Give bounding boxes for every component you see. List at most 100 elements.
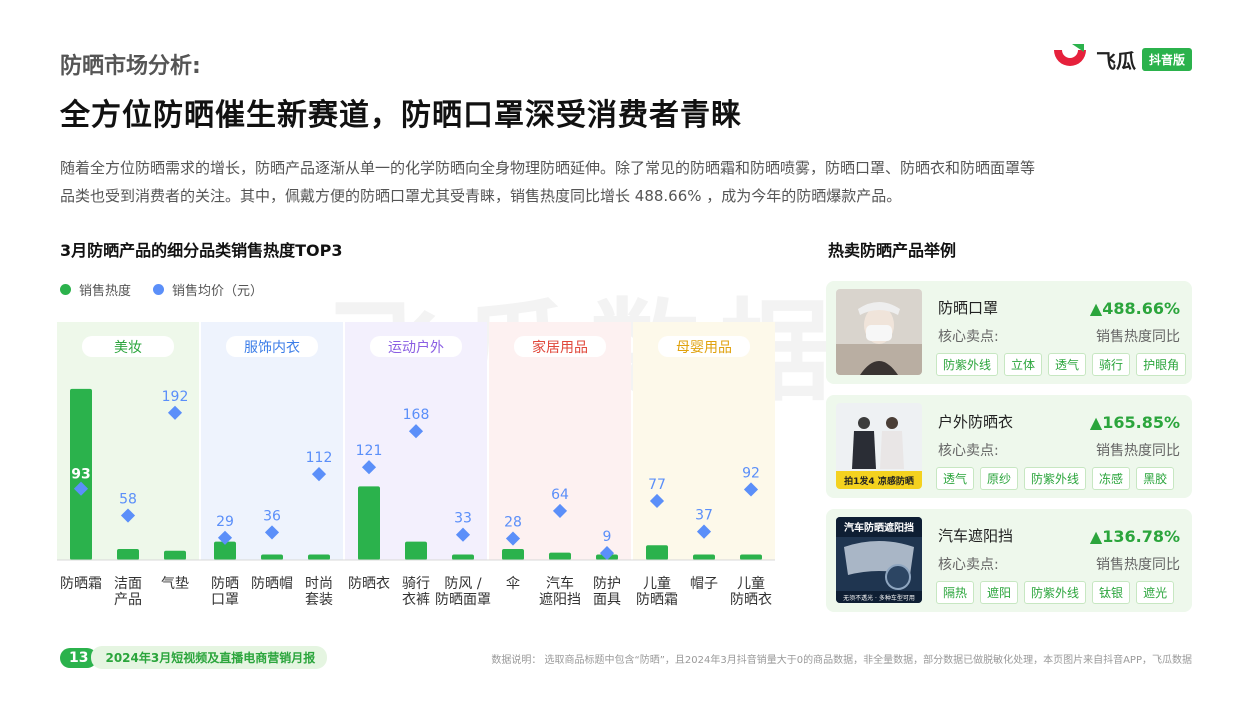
price-label: 29 xyxy=(216,514,234,530)
x-tick-label: 防晒面罩 xyxy=(435,592,491,608)
tag: 防紫外线 xyxy=(1024,467,1087,490)
x-tick-label: 儿童 xyxy=(737,575,765,592)
heat-bar xyxy=(693,554,715,560)
product-card-sunshade[interactable]: 汽车防晒遮阳挡 无须不透光 · 多种车型可用 汽车遮阳挡 ▲136.78% 核心… xyxy=(826,509,1192,612)
product-growth: ▲136.78% xyxy=(1089,527,1180,546)
tag: 防紫外线 xyxy=(1024,581,1087,604)
heat-bar xyxy=(261,554,283,560)
thumb-car-title: 汽车防晒遮阳挡 xyxy=(844,521,914,534)
category-label: 运动户外 xyxy=(388,339,444,356)
heat-bar xyxy=(70,388,92,560)
product-growth: ▲488.66% xyxy=(1089,299,1180,318)
tag: 遮光 xyxy=(1136,581,1175,604)
heat-bar xyxy=(740,554,762,560)
tag: 护眼角 xyxy=(1136,353,1187,376)
tag: 透气 xyxy=(1048,353,1087,376)
tag: 遮阳 xyxy=(980,581,1019,604)
category-pill xyxy=(82,336,174,357)
price-label: 36 xyxy=(263,508,281,524)
product-thumb-mask xyxy=(836,289,922,375)
heat-bar xyxy=(405,541,427,560)
price-point xyxy=(408,424,424,439)
price-point xyxy=(649,493,665,509)
products-title: 热卖防晒产品举例 xyxy=(828,241,957,260)
thumb-car-sub: 无须不透光 · 多种车型可用 xyxy=(843,594,915,602)
x-tick-label: 遮阳挡 xyxy=(539,592,581,608)
legend-label: 销售均价（元） xyxy=(172,284,264,299)
price-point xyxy=(264,525,280,540)
heat-bar xyxy=(502,548,524,560)
price-label: 64 xyxy=(551,487,569,503)
price-label: 168 xyxy=(403,407,430,423)
price-point xyxy=(696,524,712,539)
brand-badge: 抖音版 xyxy=(1141,47,1192,71)
category-pill xyxy=(226,336,318,357)
product-name: 户外防晒衣 xyxy=(938,413,1014,431)
price-point xyxy=(455,527,471,542)
page-number: 13 xyxy=(60,647,98,668)
x-tick-label: 防晒 xyxy=(211,576,239,592)
price-point xyxy=(743,482,759,497)
tag: 冻感 xyxy=(1092,467,1131,490)
tag: 骑行 xyxy=(1092,353,1131,376)
x-tick-label: 时尚 xyxy=(305,576,333,592)
price-label: 9 xyxy=(603,529,612,545)
footer: 13 2024年3月短视频及直播电商营销月报 xyxy=(60,646,328,669)
product-card-mask[interactable]: 防晒口罩 ▲488.66% 核心卖点: 销售热度同比 防紫外线 立体 透气 骑行… xyxy=(826,281,1192,384)
selling-points-label: 核心卖点: xyxy=(938,557,999,573)
x-tick-label: 口罩 xyxy=(211,592,239,608)
price-label: 33 xyxy=(454,511,472,527)
tag-list: 透气 原纱 防紫外线 冻感 黑胶 xyxy=(936,467,1175,490)
price-point xyxy=(311,467,327,482)
intro-line: 品类也受到消费者的关注。其中，佩戴方便的防晒口罩尤其受青睐，销售热度同比增长 4… xyxy=(60,187,902,205)
page-title: 全方位防晒催生新赛道，防晒口罩深受消费者青睐 xyxy=(60,98,742,133)
x-tick-label: 防风 / xyxy=(444,576,481,592)
x-tick-label: 防晒衣 xyxy=(348,576,390,592)
x-tick-label: 洁面 xyxy=(114,576,142,592)
tag: 立体 xyxy=(1004,353,1043,376)
tag: 隔热 xyxy=(936,581,975,604)
x-tick-label: 帽子 xyxy=(690,576,718,592)
growth-metric-label: 销售热度同比 xyxy=(1096,557,1180,573)
melon-logo-icon xyxy=(1053,44,1086,66)
heat-bar xyxy=(214,541,236,560)
growth-metric-label: 销售热度同比 xyxy=(1096,443,1180,459)
price-point xyxy=(505,531,521,546)
x-tick-label: 伞 xyxy=(506,575,520,592)
product-card-coat[interactable]: 拍1发4 凉感防晒 户外防晒衣 ▲165.85% 核心卖点: 销售热度同比 透气… xyxy=(826,395,1192,498)
legend-item-price: 销售均价（元） xyxy=(153,280,263,299)
category-label: 服饰内衣 xyxy=(244,340,300,356)
price-label: 121 xyxy=(356,443,383,459)
product-thumb-sunshade: 汽车防晒遮阳挡 无须不透光 · 多种车型可用 xyxy=(836,517,922,603)
chart-legend: 销售热度 销售均价（元） xyxy=(60,280,263,299)
category-group-bg xyxy=(633,322,775,560)
x-tick-label: 汽车 xyxy=(546,575,574,592)
category-pill xyxy=(658,336,750,357)
heat-bar xyxy=(164,550,186,560)
green-dot-icon xyxy=(60,284,71,295)
x-tick-label: 骑行 xyxy=(402,576,430,592)
heat-bar xyxy=(646,545,668,560)
x-tick-label: 防晒衣 xyxy=(730,592,772,608)
chart-title: 3月防晒产品的细分品类销售热度TOP3 xyxy=(60,241,343,260)
category-label: 美妆 xyxy=(114,340,142,356)
x-tick-label: 防护 xyxy=(593,576,621,592)
category-group-bg xyxy=(489,322,631,560)
legend-label: 销售热度 xyxy=(79,284,132,299)
price-label: 92 xyxy=(742,465,760,481)
price-point xyxy=(552,503,568,519)
x-tick-label: 防晒霜 xyxy=(636,592,678,608)
x-tick-label: 儿童 xyxy=(643,575,671,592)
tag: 黑胶 xyxy=(1136,467,1175,490)
heat-bar xyxy=(549,552,571,560)
thumb-coat-text: 拍1发4 凉感防晒 xyxy=(844,475,914,487)
category-group-bg xyxy=(201,322,343,560)
x-tick-label: 套装 xyxy=(305,592,333,608)
brand-logo: 飞瓜 抖音版 xyxy=(1050,44,1192,74)
growth-metric-label: 销售热度同比 xyxy=(1096,329,1180,345)
category-label: 母婴用品 xyxy=(676,340,732,356)
x-tick-label: 面具 xyxy=(593,592,621,608)
x-tick-label: 防晒帽 xyxy=(251,576,293,592)
intro-paragraph: 随着全方位防晒需求的增长，防晒产品逐渐从单一的化学防晒向全身物理防晒延伸。除了常… xyxy=(60,154,1200,210)
